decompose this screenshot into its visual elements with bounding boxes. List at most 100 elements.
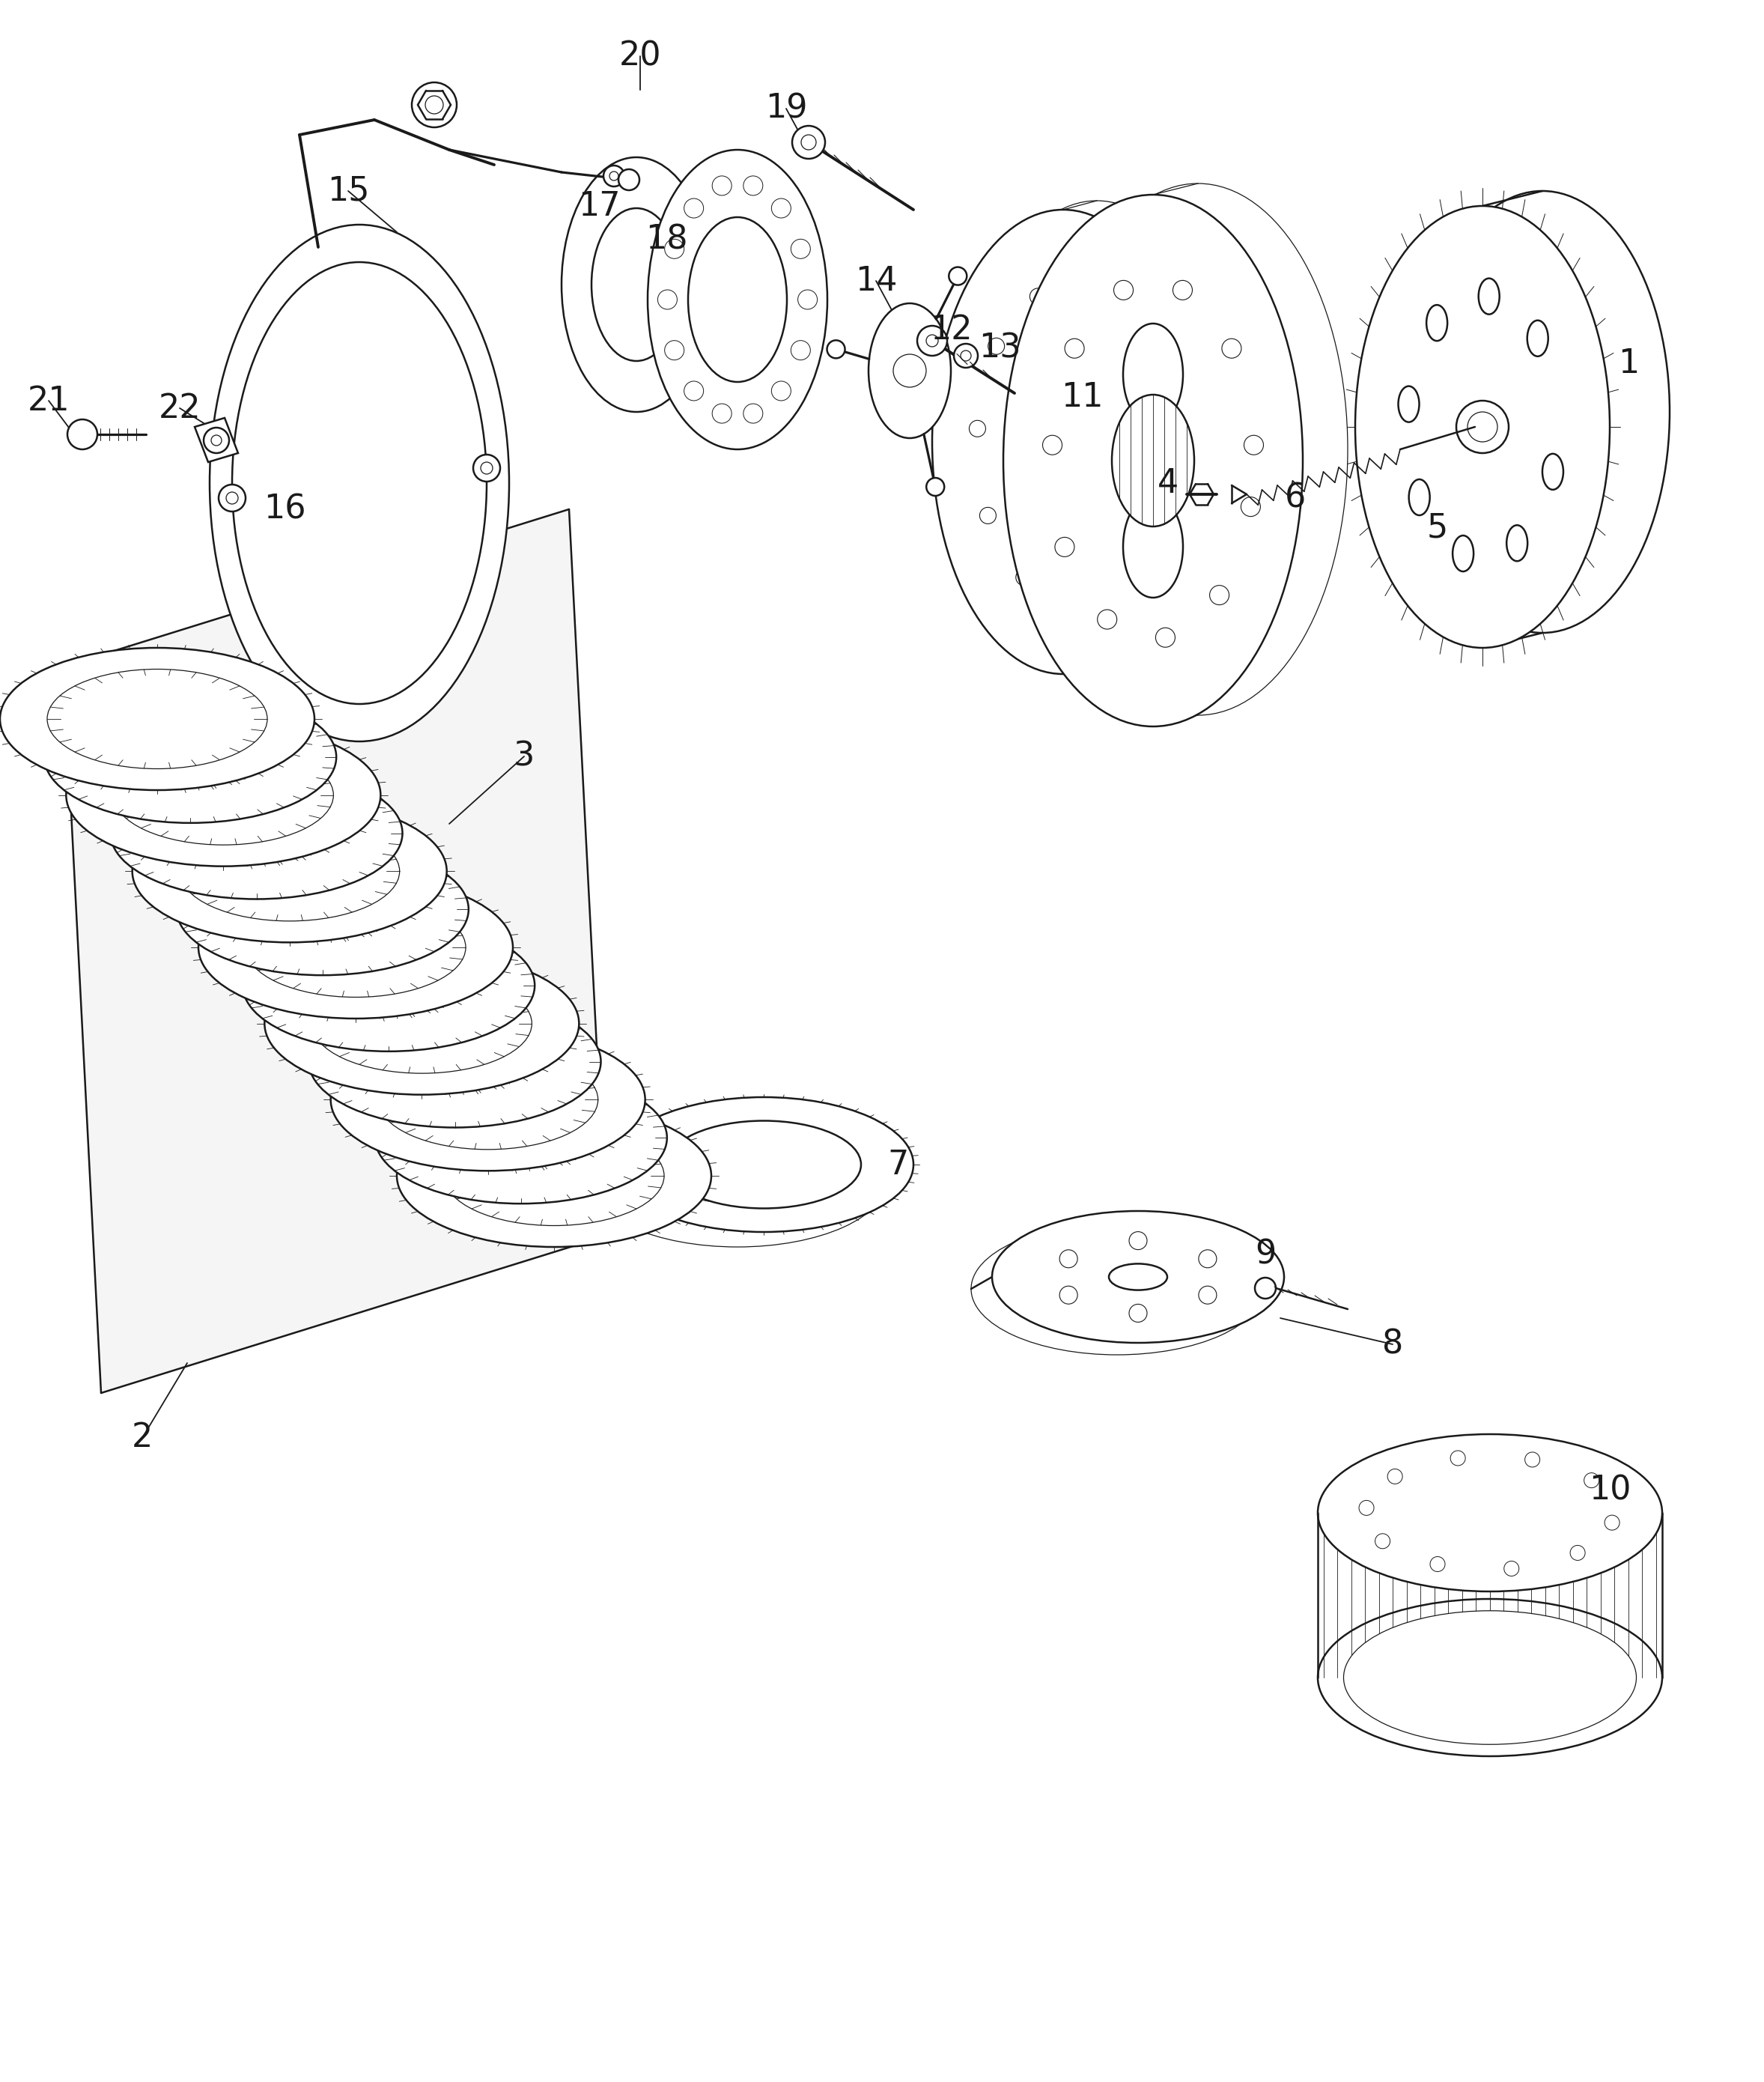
- Ellipse shape: [967, 200, 1228, 664]
- Ellipse shape: [198, 877, 513, 1018]
- Ellipse shape: [667, 1120, 861, 1208]
- Ellipse shape: [1016, 568, 1032, 585]
- Ellipse shape: [968, 421, 986, 437]
- Polygon shape: [194, 418, 238, 462]
- Ellipse shape: [245, 897, 466, 997]
- Ellipse shape: [684, 381, 704, 400]
- Ellipse shape: [1124, 323, 1184, 425]
- Ellipse shape: [1431, 1557, 1445, 1572]
- Ellipse shape: [771, 381, 790, 400]
- Ellipse shape: [1113, 281, 1132, 300]
- Ellipse shape: [180, 822, 400, 920]
- Ellipse shape: [1043, 435, 1062, 454]
- Text: 15: 15: [326, 175, 369, 206]
- Ellipse shape: [1318, 1599, 1662, 1757]
- Ellipse shape: [792, 125, 826, 158]
- Ellipse shape: [132, 799, 446, 943]
- Ellipse shape: [972, 1222, 1263, 1355]
- Ellipse shape: [771, 198, 790, 219]
- Ellipse shape: [1452, 535, 1473, 570]
- Ellipse shape: [610, 171, 619, 181]
- Ellipse shape: [1124, 496, 1184, 598]
- Ellipse shape: [330, 1029, 646, 1170]
- Ellipse shape: [1060, 1287, 1078, 1303]
- Ellipse shape: [1344, 1611, 1637, 1745]
- Ellipse shape: [1210, 585, 1230, 606]
- Ellipse shape: [1478, 279, 1499, 314]
- Ellipse shape: [1506, 525, 1528, 562]
- Ellipse shape: [926, 479, 944, 496]
- Ellipse shape: [1129, 1233, 1147, 1249]
- Text: 6: 6: [1284, 481, 1305, 514]
- Ellipse shape: [111, 768, 402, 899]
- Ellipse shape: [1065, 339, 1085, 358]
- Text: 7: 7: [887, 1149, 908, 1180]
- Text: 5: 5: [1427, 512, 1448, 543]
- Ellipse shape: [1173, 281, 1192, 300]
- Ellipse shape: [614, 1097, 914, 1233]
- Ellipse shape: [1376, 1534, 1390, 1549]
- Ellipse shape: [1450, 1451, 1466, 1466]
- Text: 3: 3: [513, 741, 534, 772]
- Ellipse shape: [591, 208, 681, 360]
- Ellipse shape: [665, 239, 684, 258]
- Ellipse shape: [587, 1112, 887, 1247]
- Ellipse shape: [258, 881, 388, 939]
- Ellipse shape: [125, 727, 256, 787]
- Ellipse shape: [1355, 206, 1611, 648]
- Text: 4: 4: [1157, 466, 1178, 500]
- Ellipse shape: [743, 177, 762, 196]
- Ellipse shape: [411, 83, 457, 127]
- Ellipse shape: [1399, 385, 1420, 423]
- Ellipse shape: [191, 804, 323, 862]
- Ellipse shape: [265, 951, 579, 1095]
- Text: 20: 20: [619, 40, 662, 73]
- Ellipse shape: [665, 341, 684, 360]
- Ellipse shape: [226, 491, 238, 504]
- Ellipse shape: [219, 485, 245, 512]
- Ellipse shape: [1065, 585, 1081, 602]
- Ellipse shape: [1584, 1472, 1598, 1489]
- Ellipse shape: [603, 164, 624, 187]
- Ellipse shape: [619, 169, 639, 189]
- Ellipse shape: [44, 691, 337, 822]
- Ellipse shape: [1122, 337, 1138, 354]
- Text: 19: 19: [766, 92, 808, 125]
- Ellipse shape: [455, 1108, 587, 1168]
- Ellipse shape: [1415, 192, 1671, 633]
- Ellipse shape: [445, 1126, 663, 1226]
- Ellipse shape: [688, 217, 787, 381]
- Ellipse shape: [1198, 1249, 1217, 1268]
- Ellipse shape: [827, 339, 845, 358]
- Ellipse shape: [203, 427, 229, 454]
- Text: 13: 13: [979, 333, 1021, 364]
- Ellipse shape: [480, 462, 492, 475]
- Text: 16: 16: [263, 493, 305, 525]
- Ellipse shape: [1080, 287, 1097, 304]
- Ellipse shape: [1222, 339, 1242, 358]
- Text: 22: 22: [159, 391, 201, 425]
- Ellipse shape: [790, 239, 810, 258]
- Ellipse shape: [893, 354, 926, 387]
- Ellipse shape: [1318, 1434, 1662, 1591]
- Ellipse shape: [991, 1212, 1284, 1343]
- Ellipse shape: [713, 177, 732, 196]
- Ellipse shape: [1155, 629, 1175, 648]
- Ellipse shape: [1198, 1287, 1217, 1303]
- Ellipse shape: [65, 725, 381, 866]
- Text: 18: 18: [646, 223, 688, 256]
- Ellipse shape: [210, 225, 510, 741]
- Ellipse shape: [868, 304, 951, 437]
- Ellipse shape: [1388, 1470, 1402, 1484]
- Text: 14: 14: [856, 264, 898, 298]
- Text: 8: 8: [1381, 1328, 1402, 1360]
- Ellipse shape: [1141, 421, 1157, 437]
- Ellipse shape: [931, 210, 1194, 675]
- Ellipse shape: [1468, 412, 1498, 441]
- Ellipse shape: [1524, 1451, 1540, 1468]
- Ellipse shape: [647, 150, 827, 450]
- Ellipse shape: [713, 404, 732, 423]
- Ellipse shape: [67, 418, 97, 450]
- Ellipse shape: [397, 1106, 711, 1247]
- Text: 21: 21: [28, 385, 71, 416]
